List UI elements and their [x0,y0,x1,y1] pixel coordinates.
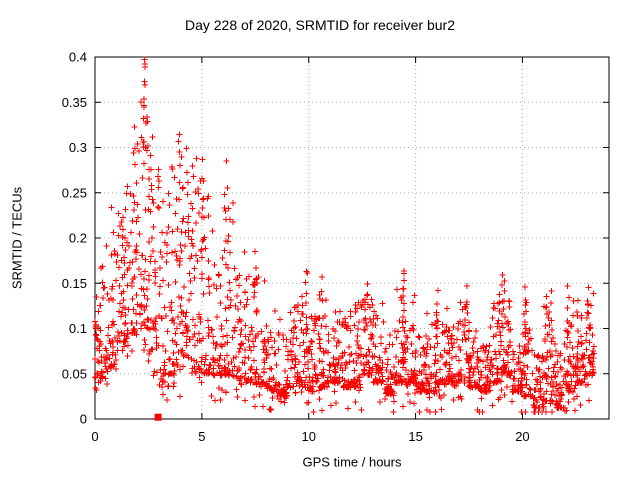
y-tick-label: 0.15 [62,276,87,291]
y-tick-label: 0.05 [62,366,87,381]
y-tick-label: 0.1 [69,321,87,336]
data-point-filled-square [154,413,162,421]
y-tick-label: 0.3 [69,140,87,155]
y-tick-label: 0.25 [62,185,87,200]
y-tick-label: 0.35 [62,95,87,110]
y-tick-label: 0.2 [69,231,87,246]
x-tick-label: 20 [515,429,529,444]
x-tick-label: 0 [91,429,98,444]
y-tick-label: 0 [80,412,87,427]
chart-title: Day 228 of 2020, SRMTID for receiver bur… [184,17,455,33]
x-axis-label: GPS time / hours [302,454,402,470]
data-points-plus-markers [92,56,597,415]
y-tick-label: 0.4 [69,50,87,65]
x-tick-label: 5 [198,429,205,444]
x-tick-label: 10 [301,429,315,444]
x-tick-label: 15 [408,429,422,444]
